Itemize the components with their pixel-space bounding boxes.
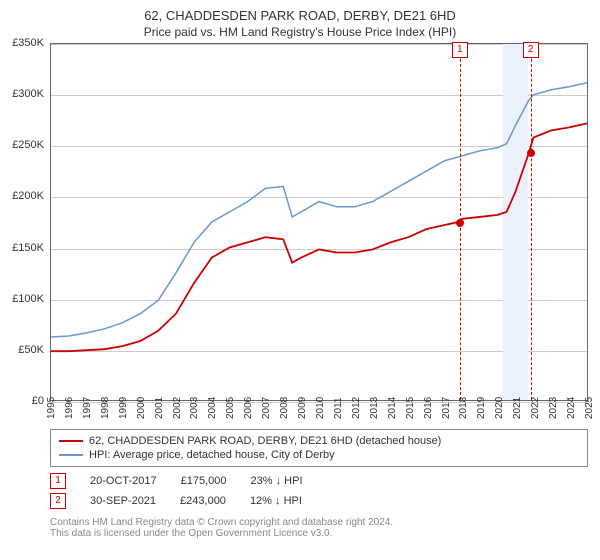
- flag-price: £175,000: [181, 475, 227, 487]
- x-tick-label: 1999: [118, 397, 129, 419]
- flag-row: 1 20-OCT-2017 £175,000 23% ↓ HPI: [50, 471, 588, 491]
- flag-delta: 12% ↓ HPI: [250, 495, 302, 507]
- x-tick-label: 2004: [207, 397, 218, 419]
- legend-swatch: [59, 440, 83, 442]
- y-tick-label: £300K: [12, 88, 44, 100]
- x-tick-label: 2003: [189, 397, 200, 419]
- x-tick-label: 2011: [333, 397, 344, 419]
- legend-row: 62, CHADDESDEN PARK ROAD, DERBY, DE21 6H…: [59, 434, 579, 448]
- y-tick-label: £0: [32, 395, 44, 407]
- legend-row: HPI: Average price, detached house, City…: [59, 448, 579, 462]
- y-tick-label: £100K: [12, 293, 44, 305]
- flag-price: £243,000: [180, 495, 226, 507]
- data-marker: [527, 149, 535, 157]
- plot-area: 12: [50, 43, 588, 401]
- flag-line: [531, 44, 532, 400]
- x-tick-label: 2001: [154, 397, 165, 419]
- x-tick-label: 2017: [441, 397, 452, 419]
- x-tick-label: 1997: [82, 397, 93, 419]
- legend: 62, CHADDESDEN PARK ROAD, DERBY, DE21 6H…: [50, 429, 588, 467]
- x-tick-label: 2013: [369, 397, 380, 419]
- series-price_paid: [51, 123, 587, 351]
- y-tick-label: £200K: [12, 190, 44, 202]
- x-tick-label: 2019: [476, 397, 487, 419]
- footer-line-1: Contains HM Land Registry data © Crown c…: [50, 517, 588, 528]
- x-tick-label: 2005: [225, 397, 236, 419]
- x-tick-label: 2016: [423, 397, 434, 419]
- footer: Contains HM Land Registry data © Crown c…: [50, 517, 588, 539]
- footer-line-2: This data is licensed under the Open Gov…: [50, 528, 588, 539]
- x-tick-label: 2008: [279, 397, 290, 419]
- page-subtitle: Price paid vs. HM Land Registry's House …: [0, 23, 600, 43]
- x-tick-label: 2020: [494, 397, 505, 419]
- chart-area: 12 £0£50K£100K£150K£200K£250K£300K£350K …: [50, 43, 588, 423]
- x-tick-label: 2018: [458, 397, 469, 419]
- x-tick-label: 2006: [243, 397, 254, 419]
- x-tick-label: 2012: [351, 397, 362, 419]
- x-tick-label: 2021: [512, 397, 523, 419]
- chart-lines: [51, 44, 587, 400]
- x-tick-label: 2015: [405, 397, 416, 419]
- flag-delta: 23% ↓ HPI: [251, 475, 303, 487]
- legend-label: 62, CHADDESDEN PARK ROAD, DERBY, DE21 6H…: [89, 435, 441, 447]
- y-tick-label: £350K: [12, 37, 44, 49]
- legend-swatch: [59, 454, 83, 456]
- x-tick-label: 2002: [172, 397, 183, 419]
- flags-table: 1 20-OCT-2017 £175,000 23% ↓ HPI 2 30-SEP-202…: [50, 471, 588, 511]
- data-marker: [456, 219, 464, 227]
- x-tick-label: 1998: [100, 397, 111, 419]
- x-tick-label: 1996: [64, 397, 75, 419]
- x-tick-label: 2010: [315, 397, 326, 419]
- y-tick-label: £150K: [12, 242, 44, 254]
- x-tick-label: 2025: [584, 397, 595, 419]
- flag-date: 20-OCT-2017: [90, 475, 157, 487]
- flag-marker: 1: [452, 42, 468, 58]
- flag-marker: 2: [523, 42, 539, 58]
- x-tick-label: 2007: [261, 397, 272, 419]
- page-title: 62, CHADDESDEN PARK ROAD, DERBY, DE21 6H…: [0, 0, 600, 23]
- x-tick-label: 2014: [387, 397, 398, 419]
- x-tick-label: 2000: [136, 397, 147, 419]
- y-tick-label: £50K: [18, 344, 44, 356]
- x-tick-label: 2009: [297, 397, 308, 419]
- x-tick-label: 2022: [530, 397, 541, 419]
- flag-row: 2 30-SEP-2021 £243,000 12% ↓ HPI: [50, 491, 588, 511]
- x-tick-label: 2023: [548, 397, 559, 419]
- x-tick-label: 1995: [46, 397, 57, 419]
- flag-row-marker: 1: [50, 473, 66, 489]
- legend-label: HPI: Average price, detached house, City…: [89, 449, 335, 461]
- x-tick-label: 2024: [566, 397, 577, 419]
- flag-date: 30-SEP-2021: [90, 495, 156, 507]
- y-tick-label: £250K: [12, 139, 44, 151]
- flag-row-marker: 2: [50, 493, 66, 509]
